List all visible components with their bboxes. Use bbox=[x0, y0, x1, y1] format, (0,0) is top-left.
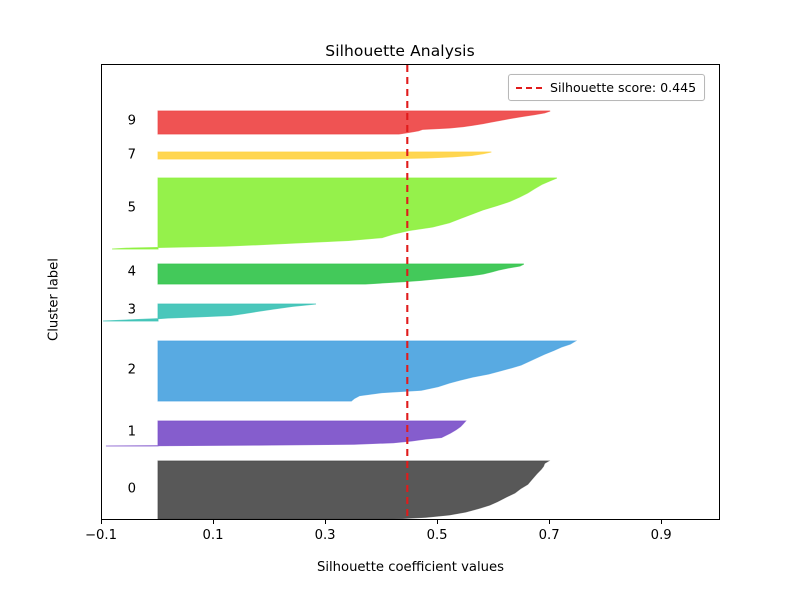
x-tick-label: 0.1 bbox=[202, 528, 224, 543]
x-tick-label: 0.5 bbox=[426, 528, 448, 543]
y-tick-label-cluster-1: 1 bbox=[127, 424, 136, 440]
x-axis-label: Silhouette coefficient values bbox=[316, 560, 505, 575]
y-tick-label-cluster-4: 4 bbox=[127, 264, 136, 280]
y-tick-label-cluster-2: 2 bbox=[127, 362, 136, 378]
x-tick-label: 0.3 bbox=[314, 528, 336, 543]
y-tick-label-cluster-5: 5 bbox=[127, 200, 136, 216]
legend: Silhouette score: 0.445 bbox=[508, 74, 706, 101]
plot-area bbox=[102, 65, 719, 519]
x-tick bbox=[101, 520, 102, 524]
silhouette-band-cluster-1 bbox=[105, 420, 467, 447]
silhouette-band-cluster-9 bbox=[157, 110, 551, 135]
silhouette-band-cluster-5 bbox=[112, 177, 558, 250]
x-tick-label: 0.7 bbox=[538, 528, 560, 543]
silhouette-band-cluster-0 bbox=[157, 460, 551, 519]
x-tick bbox=[661, 520, 663, 524]
x-tick bbox=[213, 520, 215, 524]
x-tick-label: 0.9 bbox=[650, 528, 672, 543]
y-tick-label-cluster-9: 9 bbox=[127, 113, 136, 129]
silhouette-band-cluster-7 bbox=[157, 151, 492, 160]
x-tick bbox=[325, 520, 327, 524]
x-tick-label: −0.1 bbox=[84, 528, 118, 543]
y-axis-label: Cluster label bbox=[46, 258, 62, 341]
silhouette-band-cluster-2 bbox=[157, 340, 578, 402]
silhouette-band-cluster-4 bbox=[157, 263, 525, 285]
y-tick-label-cluster-0: 0 bbox=[127, 481, 136, 497]
plot-axes bbox=[101, 64, 720, 520]
x-tick bbox=[549, 520, 551, 524]
legend-label: Silhouette score: 0.445 bbox=[550, 80, 697, 95]
x-tick bbox=[437, 520, 439, 524]
y-tick-label-cluster-7: 7 bbox=[127, 147, 136, 163]
silhouette-bands-svg bbox=[103, 65, 578, 519]
silhouette-band-cluster-3 bbox=[103, 303, 317, 322]
y-tick-label-cluster-3: 3 bbox=[127, 302, 136, 318]
page-title: Silhouette Analysis bbox=[325, 42, 475, 60]
silhouette-score-line-icon bbox=[516, 86, 542, 89]
